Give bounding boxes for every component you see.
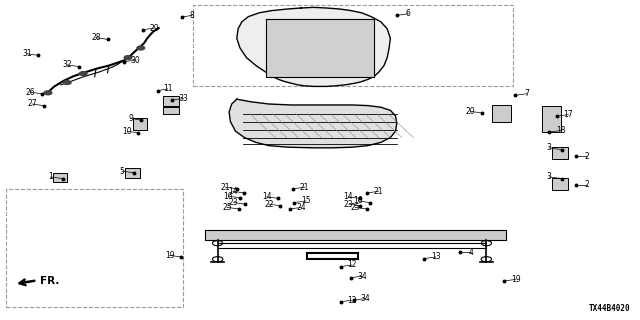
Text: 14: 14 — [228, 187, 238, 196]
Text: 2: 2 — [584, 180, 589, 189]
Text: 25: 25 — [350, 203, 360, 212]
Text: 30: 30 — [130, 56, 140, 65]
Text: 19: 19 — [511, 275, 521, 284]
Text: FR.: FR. — [40, 276, 60, 286]
Text: 16: 16 — [223, 192, 234, 201]
Text: 23: 23 — [228, 198, 239, 207]
Circle shape — [137, 46, 145, 50]
Text: 34: 34 — [360, 294, 371, 303]
Bar — [133, 118, 147, 130]
Text: 2: 2 — [584, 152, 589, 161]
Circle shape — [63, 81, 71, 84]
Circle shape — [124, 56, 132, 60]
Text: 23: 23 — [344, 200, 354, 209]
Bar — [163, 107, 179, 114]
Text: 16: 16 — [353, 196, 364, 205]
Text: 14: 14 — [343, 192, 353, 201]
Text: TX44B4020: TX44B4020 — [589, 304, 630, 313]
Bar — [552, 147, 568, 159]
Text: 15: 15 — [301, 196, 311, 205]
Text: 27: 27 — [27, 100, 37, 108]
Circle shape — [79, 72, 87, 76]
Bar — [53, 173, 67, 182]
Text: 8: 8 — [189, 11, 195, 20]
Bar — [193, 5, 513, 86]
Text: 21: 21 — [374, 187, 383, 196]
Bar — [125, 168, 140, 178]
Text: 18: 18 — [556, 126, 565, 135]
Text: 5: 5 — [120, 167, 125, 176]
Text: 34: 34 — [357, 272, 367, 281]
Bar — [6, 189, 183, 307]
Text: 21: 21 — [300, 183, 309, 192]
Text: 3: 3 — [547, 143, 552, 152]
Text: 14: 14 — [262, 192, 272, 201]
Text: 6: 6 — [406, 9, 411, 18]
Text: 11: 11 — [163, 84, 172, 93]
Text: 26: 26 — [25, 88, 35, 97]
Text: 28: 28 — [92, 33, 100, 42]
Text: 13: 13 — [431, 252, 441, 261]
Text: 7: 7 — [524, 89, 529, 98]
Text: 22: 22 — [264, 200, 273, 209]
Text: 32: 32 — [62, 60, 72, 69]
Text: 12: 12 — [348, 260, 356, 269]
Text: 17: 17 — [563, 110, 573, 119]
Bar — [542, 106, 561, 132]
Polygon shape — [266, 19, 374, 77]
Text: 21: 21 — [221, 183, 230, 192]
Text: 1: 1 — [48, 172, 53, 181]
Text: 25: 25 — [222, 203, 232, 212]
Text: 31: 31 — [22, 49, 32, 58]
Polygon shape — [237, 7, 390, 86]
Bar — [163, 96, 179, 106]
Polygon shape — [205, 230, 506, 240]
Circle shape — [44, 91, 52, 95]
Bar — [552, 178, 568, 190]
Text: 29: 29 — [149, 24, 159, 33]
Text: 19: 19 — [164, 251, 175, 260]
Polygon shape — [229, 99, 397, 148]
Text: 3: 3 — [547, 172, 552, 181]
Text: 20: 20 — [465, 107, 476, 116]
Bar — [492, 105, 511, 122]
Text: 4: 4 — [468, 248, 474, 257]
Text: 9: 9 — [128, 114, 133, 123]
Text: 24: 24 — [296, 203, 307, 212]
Text: 10: 10 — [122, 127, 132, 136]
Text: 12: 12 — [348, 296, 356, 305]
Text: 33: 33 — [178, 94, 188, 103]
